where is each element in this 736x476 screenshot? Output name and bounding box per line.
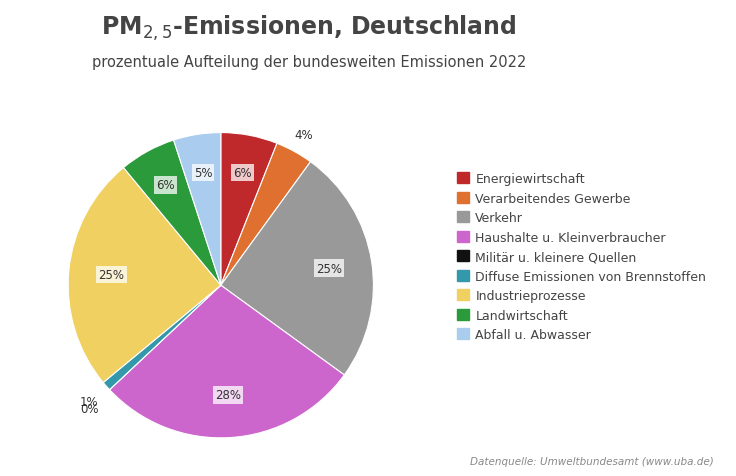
Text: Datenquelle: Umweltbundesamt (www.uba.de): Datenquelle: Umweltbundesamt (www.uba.de… bbox=[470, 456, 714, 466]
Wedge shape bbox=[110, 286, 344, 438]
Text: prozentuale Aufteilung der bundesweiten Emissionen 2022: prozentuale Aufteilung der bundesweiten … bbox=[92, 55, 526, 69]
Legend: Energiewirtschaft, Verarbeitendes Gewerbe, Verkehr, Haushalte u. Kleinverbrauche: Energiewirtschaft, Verarbeitendes Gewerb… bbox=[451, 168, 711, 347]
Text: 28%: 28% bbox=[215, 388, 241, 402]
Wedge shape bbox=[68, 168, 221, 383]
Text: 1%: 1% bbox=[79, 395, 99, 408]
Wedge shape bbox=[103, 286, 221, 390]
Wedge shape bbox=[221, 162, 373, 375]
Text: 6%: 6% bbox=[233, 167, 252, 180]
Wedge shape bbox=[124, 141, 221, 286]
Text: 0%: 0% bbox=[80, 402, 99, 415]
Wedge shape bbox=[110, 286, 221, 390]
Wedge shape bbox=[221, 133, 277, 286]
Text: PM$_{2,5}$-Emissionen, Deutschland: PM$_{2,5}$-Emissionen, Deutschland bbox=[102, 14, 517, 43]
Text: 4%: 4% bbox=[294, 129, 314, 141]
Wedge shape bbox=[174, 133, 221, 286]
Text: 25%: 25% bbox=[99, 269, 124, 282]
Text: 25%: 25% bbox=[316, 262, 342, 275]
Text: 5%: 5% bbox=[194, 166, 212, 179]
Wedge shape bbox=[221, 144, 311, 286]
Text: 6%: 6% bbox=[156, 179, 175, 192]
